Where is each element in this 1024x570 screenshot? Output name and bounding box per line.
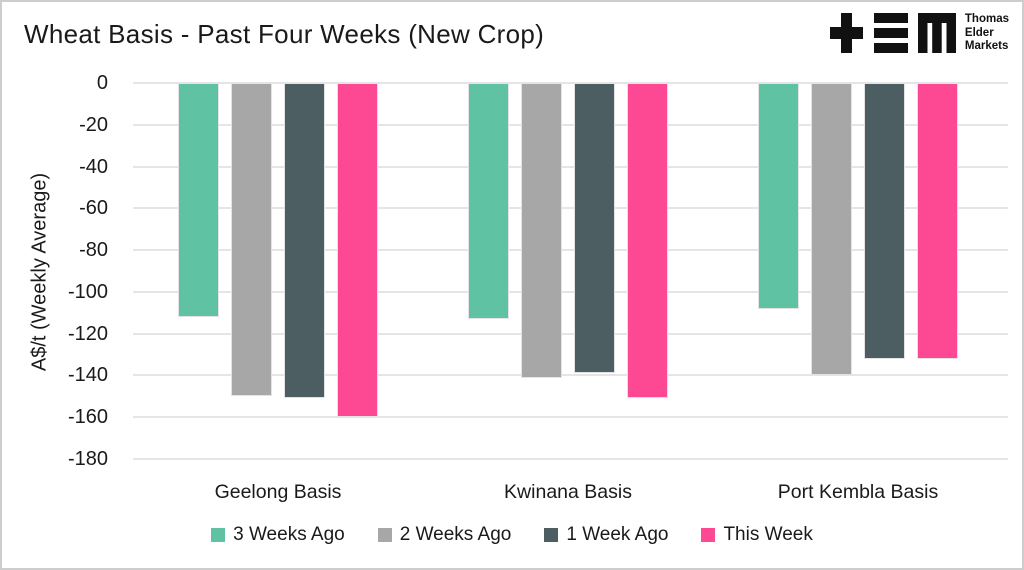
gridline [133,249,1008,252]
legend-label: This Week [723,524,813,545]
tem-logo-icon [829,13,956,54]
brand-line: Markets [964,40,1009,52]
brand-line: Thomas [964,13,1009,25]
bar-this-week [337,83,378,417]
y-tick-label: -160 [67,406,108,429]
legend-swatch-icon [211,528,226,542]
y-tick-label: -140 [67,364,108,387]
y-tick-label: -120 [67,322,108,345]
x-category-label: Geelong Basis [214,481,342,503]
chart-title: Wheat Basis - Past Four Weeks (New Crop) [24,19,545,49]
x-category-label: Kwinana Basis [504,481,632,503]
legend-label: 1 Week Ago [566,524,669,545]
x-category-label: Port Kembla Basis [777,481,939,503]
bar-1-week-ago [284,83,325,398]
bar-this-week [917,83,958,359]
legend-item: This Week [701,524,813,546]
bar-2-weeks-ago [231,83,272,396]
legend-swatch-icon [377,528,392,542]
y-tick-label: -80 [79,239,108,262]
brand-line: Elder [964,26,994,39]
gridline [133,416,1008,419]
gridline [133,374,1008,377]
bar-3-weeks-ago [758,83,799,309]
bar-1-week-ago [574,83,615,373]
legend: 3 Weeks Ago 2 Weeks Ago 1 Week Ago This Wee… [2,524,1022,546]
gridline [133,290,1008,293]
bar-3-weeks-ago [178,83,219,317]
gridline [133,332,1008,335]
legend-item: 2 Weeks Ago [377,524,512,546]
legend-swatch-icon [544,528,559,542]
plot-area: Geelong Basis Kwinana Basis Port Kembla Ba… [133,82,1008,568]
y-tick-label: -100 [67,280,108,303]
y-tick-label: -40 [79,155,108,178]
y-tick-label: -180 [67,448,108,470]
gridline [133,165,1008,168]
bar-this-week [627,83,668,398]
brand-name: Thomas Elder Markets [965,13,1009,54]
gridline [133,207,1008,210]
legend-swatch-icon [701,528,716,542]
legend-item: 3 Weeks Ago [211,524,345,546]
brand-logo: Thomas Elder Markets [829,13,1009,54]
y-tick-label: -60 [79,197,108,220]
bar-2-weeks-ago [811,83,852,375]
bar-2-weeks-ago [521,83,562,378]
legend-label: 2 Weeks Ago [399,524,512,545]
gridline [133,123,1008,126]
gridline [133,82,1008,84]
bar-3-weeks-ago [468,83,509,319]
legend-item: 1 Week Ago [544,524,668,546]
y-tick-label: -20 [79,113,108,136]
gridline [133,458,1008,460]
bar-1-week-ago [864,83,905,359]
y-tick-label: 0 [96,72,108,94]
legend-label: 3 Weeks Ago [233,524,345,545]
